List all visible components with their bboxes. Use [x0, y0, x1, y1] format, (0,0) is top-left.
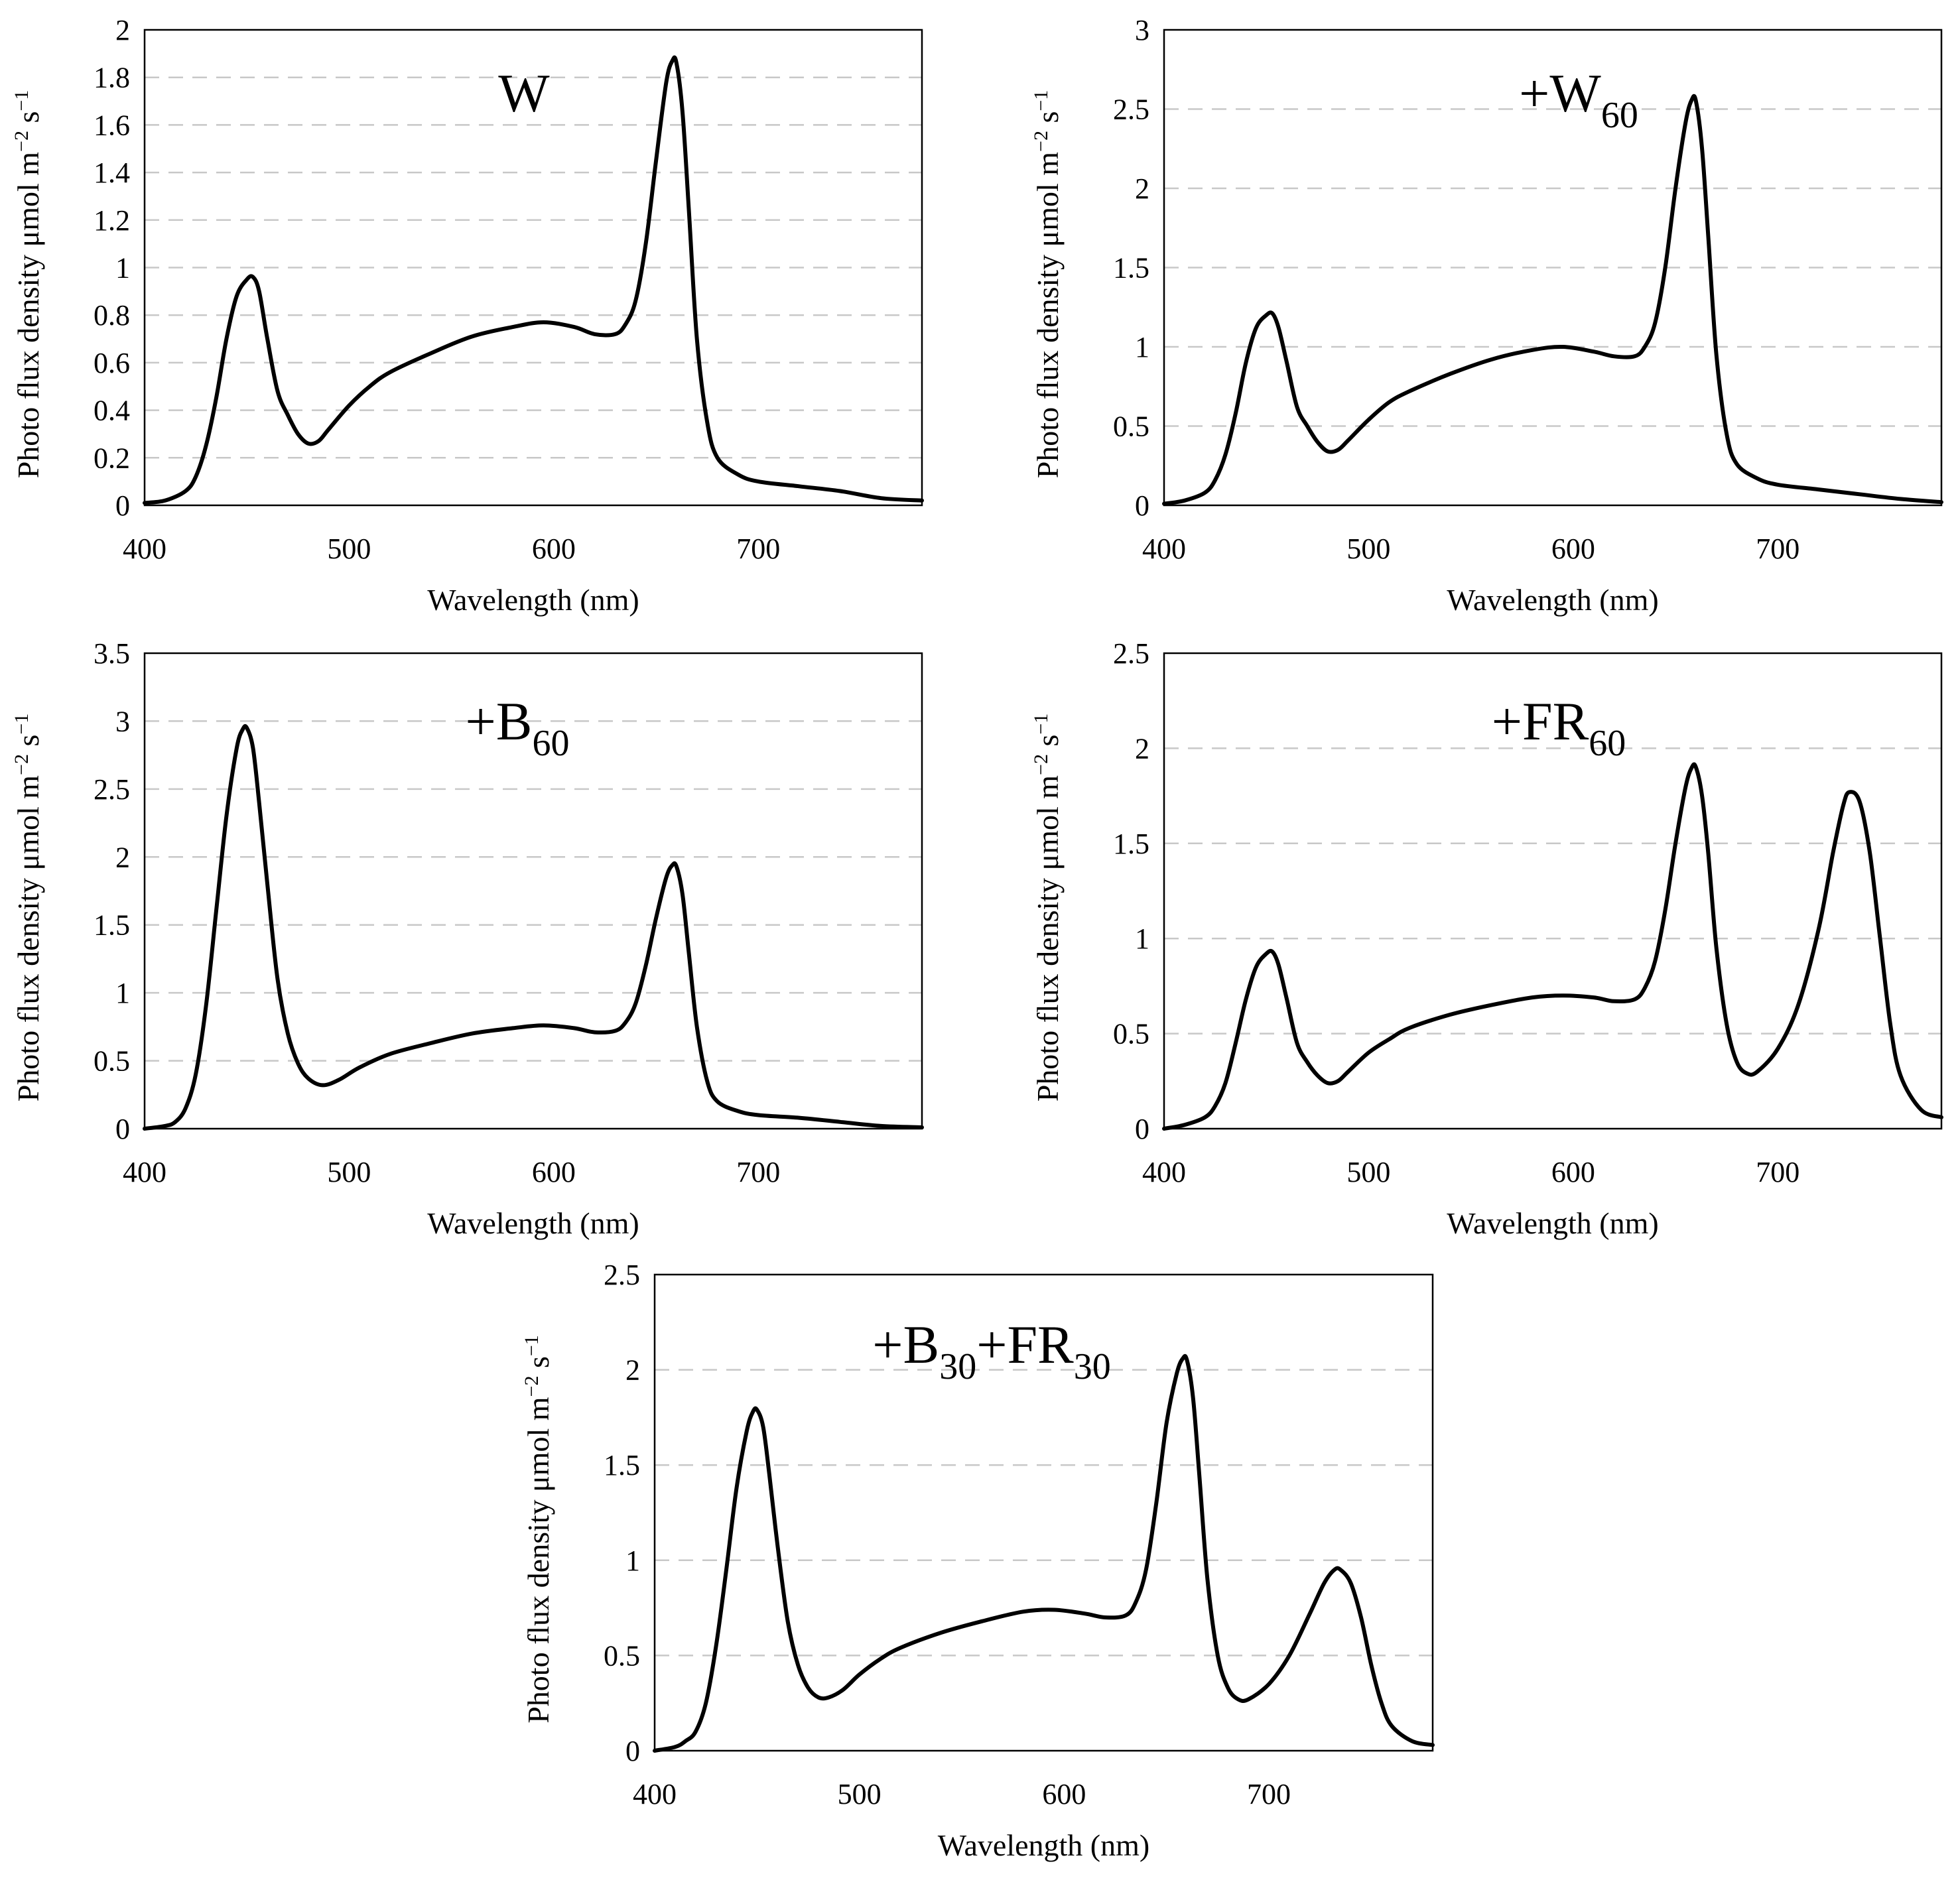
y-tick-label: 0 [1135, 1113, 1149, 1145]
y-tick-label: 2.5 [604, 1259, 640, 1291]
y-tick-label: 2 [115, 14, 130, 46]
x-tick-label: 700 [736, 533, 780, 565]
y-tick-label: 1.5 [1113, 828, 1149, 860]
chart-fr60: 0 0.5 1 1.5 2 2.5 400 500 600 700 Wavelength (nm) P… [1030, 637, 1943, 1240]
plot-frame [143, 652, 923, 1130]
y-tick-label: 2 [115, 841, 130, 873]
y-tick-label: 2.5 [94, 773, 130, 806]
y-tick-label: 0 [115, 489, 130, 522]
y-tick-label: 1 [1135, 331, 1149, 363]
y-tick-label: 0.4 [94, 395, 130, 427]
y-tick-label: 1 [1135, 922, 1149, 955]
plot-frame [1163, 29, 1943, 507]
x-tick-label: 600 [532, 1156, 576, 1188]
y-tick-label: 3 [1135, 14, 1149, 46]
chart-b30-fr30: 0 0.5 1 1.5 2 2.5 400 500 600 700 Wavelength (nm) P… [521, 1259, 1435, 1862]
x-tick-label: 400 [123, 1156, 166, 1188]
y-tick-label: 2 [1135, 732, 1149, 765]
y-tick-label: 2.5 [1113, 637, 1149, 670]
x-tick-label: 600 [1042, 1778, 1086, 1810]
y-tick-label: 1.8 [94, 62, 130, 94]
y-tick-label: 1 [115, 977, 130, 1009]
spectrum-line [653, 1353, 1435, 1753]
x-tick-label: 500 [1346, 533, 1390, 565]
spectrum-line [1162, 94, 1943, 506]
y-tick-label: 3 [115, 705, 130, 737]
x-tick-label: 700 [1756, 533, 1799, 565]
x-tick-label: 600 [1551, 533, 1595, 565]
spectrum-line [143, 723, 924, 1131]
panel-title: +B60 [466, 691, 570, 764]
spectrum-line [143, 55, 924, 505]
x-tick-label: 400 [1142, 533, 1186, 565]
chart-w60: 0 0.5 1 1.5 2 2.5 3 400 500 600 700 Wavelength (nm)… [1030, 14, 1943, 617]
x-axis-title: Wavelength (nm) [427, 1206, 639, 1240]
x-tick-label: 700 [1756, 1156, 1799, 1188]
y-axis-title: Photo flux density μmol m−2 s−1 [1030, 714, 1065, 1102]
y-tick-label: 0.5 [604, 1639, 640, 1672]
y-axis-title: Photo flux density μmol m−2 s−1 [11, 714, 45, 1102]
y-tick-label: 1.5 [1113, 252, 1149, 284]
y-tick-label: 0.5 [94, 1045, 130, 1078]
y-tick-label: 1.4 [94, 157, 130, 189]
x-axis-title: Wavelength (nm) [427, 583, 639, 617]
plot-frame [143, 29, 923, 507]
x-tick-label: 500 [327, 533, 371, 565]
plot-frame [653, 1273, 1434, 1752]
y-tick-label: 1.5 [94, 909, 130, 942]
x-tick-label: 400 [123, 533, 166, 565]
y-tick-label: 2 [625, 1354, 640, 1387]
x-axis-title: Wavelength (nm) [1447, 583, 1658, 617]
y-tick-label: 1.6 [94, 109, 130, 141]
y-tick-label: 0.6 [94, 347, 130, 379]
x-axis-title: Wavelength (nm) [1447, 1206, 1658, 1240]
y-tick-label: 0 [1135, 489, 1149, 522]
y-axis-title: Photo flux density μmol m−2 s−1 [521, 1335, 555, 1724]
chart-b60: 0 0.5 1 1.5 2 2.5 3 3.5 400 500 600 700 Wavelength (… [11, 637, 924, 1240]
x-tick-label: 500 [838, 1778, 882, 1810]
plot-frame [1163, 652, 1943, 1130]
y-tick-label: 3.5 [94, 637, 130, 670]
y-tick-label: 0.5 [1113, 1018, 1149, 1050]
x-tick-label: 600 [532, 533, 576, 565]
chart-panels: 0 0.2 0.4 0.6 0.8 1 1.2 1.4 1.6 1.8 2 400 500 600 700 W… [11, 14, 1943, 1862]
y-tick-label: 0.8 [94, 299, 130, 332]
panel-title: +W60 [1519, 63, 1638, 136]
y-tick-label: 2.5 [1113, 94, 1149, 126]
y-tick-label: 0 [115, 1113, 130, 1145]
y-axis-title: Photo flux density μmol m−2 s−1 [11, 90, 45, 479]
x-axis-title: Wavelength (nm) [938, 1828, 1149, 1862]
x-tick-label: 400 [633, 1778, 677, 1810]
x-tick-label: 600 [1551, 1156, 1595, 1188]
y-tick-label: 1 [625, 1544, 640, 1577]
x-tick-label: 400 [1142, 1156, 1186, 1188]
y-tick-label: 1.2 [94, 204, 130, 237]
y-tick-label: 0.5 [1113, 410, 1149, 443]
panel-title: +FR60 [1492, 691, 1626, 764]
y-tick-label: 0 [625, 1735, 640, 1767]
panel-title: +B30+FR30 [872, 1314, 1111, 1387]
y-tick-label: 0.2 [94, 442, 130, 474]
y-axis-title: Photo flux density μmol m−2 s−1 [1030, 90, 1065, 479]
x-tick-label: 700 [736, 1156, 780, 1188]
y-tick-label: 1 [115, 252, 130, 284]
x-tick-label: 500 [327, 1156, 371, 1188]
x-tick-label: 700 [1247, 1778, 1291, 1810]
x-tick-label: 500 [1346, 1156, 1390, 1188]
spectrum-line [1162, 762, 1943, 1131]
y-tick-label: 1.5 [604, 1449, 640, 1481]
y-tick-label: 2 [1135, 172, 1149, 205]
panel-title: W [498, 63, 550, 123]
chart-w: 0 0.2 0.4 0.6 0.8 1 1.2 1.4 1.6 1.8 2 400 500 600 700 W… [11, 14, 924, 617]
